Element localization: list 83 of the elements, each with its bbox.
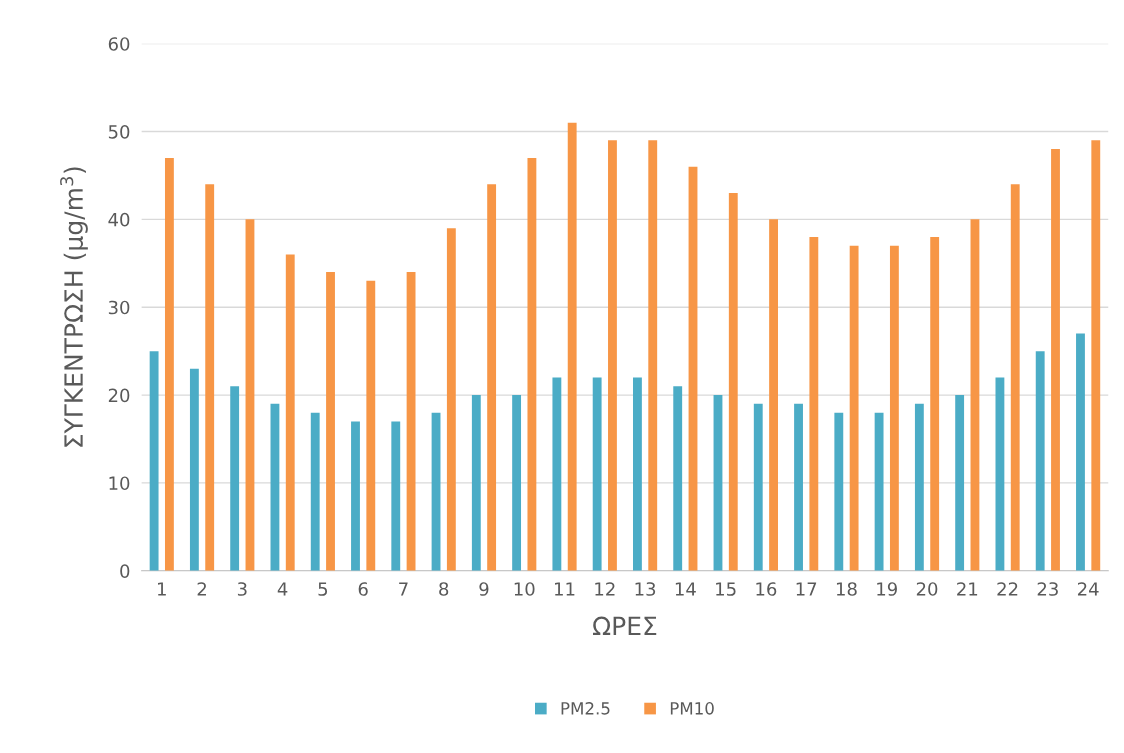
bar	[189, 368, 199, 571]
bar	[1010, 184, 1020, 571]
x-tick-label: 13	[635, 582, 656, 596]
bar	[673, 386, 683, 571]
bar	[149, 351, 159, 571]
bar	[326, 272, 335, 571]
x-tick-label: 17	[796, 582, 817, 596]
bar	[592, 377, 602, 571]
bar	[809, 236, 819, 571]
bar	[834, 412, 844, 571]
x-tick-label: 18	[836, 582, 857, 596]
y-tick-label: 40	[108, 212, 130, 227]
bar	[608, 140, 617, 571]
bar	[914, 403, 924, 571]
bar	[1076, 333, 1085, 571]
x-tick-label: 1	[158, 582, 166, 596]
bar	[391, 421, 401, 571]
bar	[930, 236, 940, 571]
bar	[471, 395, 481, 571]
bar	[366, 280, 376, 571]
bar	[245, 219, 255, 571]
bar	[446, 228, 456, 571]
bar	[794, 403, 803, 571]
y-tick-label: 0	[120, 564, 130, 578]
bar	[889, 245, 899, 571]
bar	[648, 140, 658, 571]
bar	[995, 377, 1005, 571]
bar	[164, 157, 174, 571]
bar	[713, 395, 723, 571]
y-tick-label: 20	[108, 388, 130, 403]
x-tick-label: 22	[997, 582, 1018, 596]
y-axis-title: ΣΥΓΚΕΝΤΡΩΣΗ (μg/m$^{3}$)	[60, 167, 88, 447]
bar	[633, 377, 642, 571]
bar	[688, 166, 698, 571]
bar	[1091, 140, 1101, 571]
bar	[955, 395, 965, 571]
bar	[527, 157, 537, 571]
bar	[849, 245, 859, 571]
bar	[728, 193, 738, 571]
legend-label: PM2.5	[561, 702, 610, 715]
bar	[285, 254, 295, 571]
bar	[205, 184, 215, 571]
x-tick-label: 2	[197, 582, 206, 596]
x-tick-label: 8	[439, 582, 449, 596]
bar	[230, 386, 240, 571]
y-tick-label: 10	[109, 476, 130, 491]
x-tick-label: 15	[716, 582, 736, 596]
bar	[431, 412, 441, 571]
bar	[310, 412, 320, 571]
x-tick-label: 20	[916, 582, 938, 596]
bar	[351, 421, 360, 571]
x-tick-label: 19	[877, 582, 897, 596]
bar	[753, 403, 763, 571]
x-tick-label: 4	[277, 582, 288, 596]
bar	[567, 122, 577, 571]
x-tick-label: 14	[675, 582, 696, 596]
bar	[970, 219, 980, 571]
x-tick-label: 21	[957, 582, 978, 596]
y-tick-label: 30	[108, 300, 130, 315]
x-tick-label: 23	[1037, 582, 1058, 596]
bar	[1035, 351, 1045, 571]
bar	[487, 184, 497, 571]
bar	[270, 403, 280, 571]
x-tick-label: 7	[399, 582, 408, 596]
bar	[769, 219, 778, 571]
y-tick-label: 60	[108, 37, 130, 51]
bar	[874, 412, 884, 571]
bar	[1051, 149, 1060, 571]
x-axis-title: ΩΡΕΣ	[593, 616, 657, 636]
x-tick-label: 5	[318, 582, 328, 596]
x-tick-label: 12	[595, 582, 615, 596]
legend-label: PM10	[670, 702, 714, 715]
bar	[512, 395, 522, 571]
y-tick-label: 50	[108, 124, 130, 139]
bar	[552, 377, 562, 571]
x-tick-label: 6	[358, 582, 368, 596]
x-tick-label: 9	[479, 582, 489, 596]
x-tick-label: 16	[756, 582, 777, 596]
x-tick-label: 11	[555, 582, 575, 596]
x-tick-label: 3	[237, 582, 247, 596]
x-tick-label: 10	[514, 582, 535, 596]
bar	[406, 272, 416, 571]
x-tick-label: 24	[1077, 582, 1099, 596]
